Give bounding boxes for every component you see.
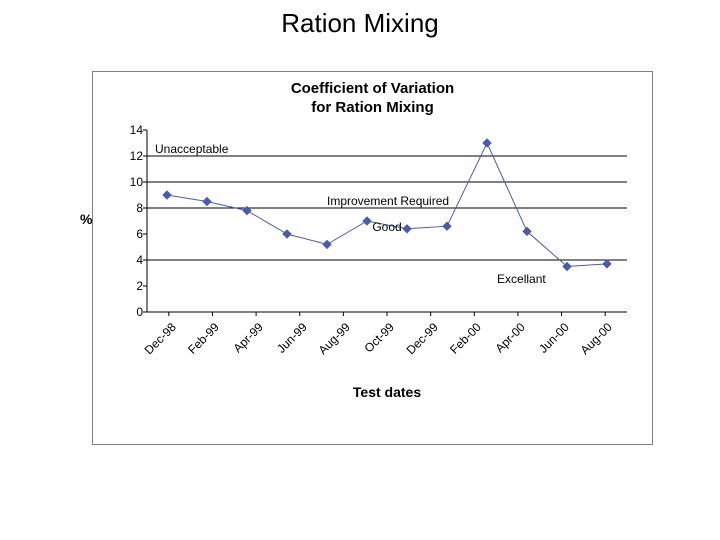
chart-plot (147, 130, 627, 312)
page-heading: Ration Mixing (0, 0, 720, 39)
chart-title-line1: Coefficient of Variation (291, 80, 454, 97)
y-axis-label: % (80, 211, 92, 227)
x-axis-label: Test dates (147, 384, 627, 400)
chart-title-line2: for Ration Mixing (311, 99, 434, 116)
chart-title: Coefficient of Variation for Ration Mixi… (93, 80, 652, 118)
